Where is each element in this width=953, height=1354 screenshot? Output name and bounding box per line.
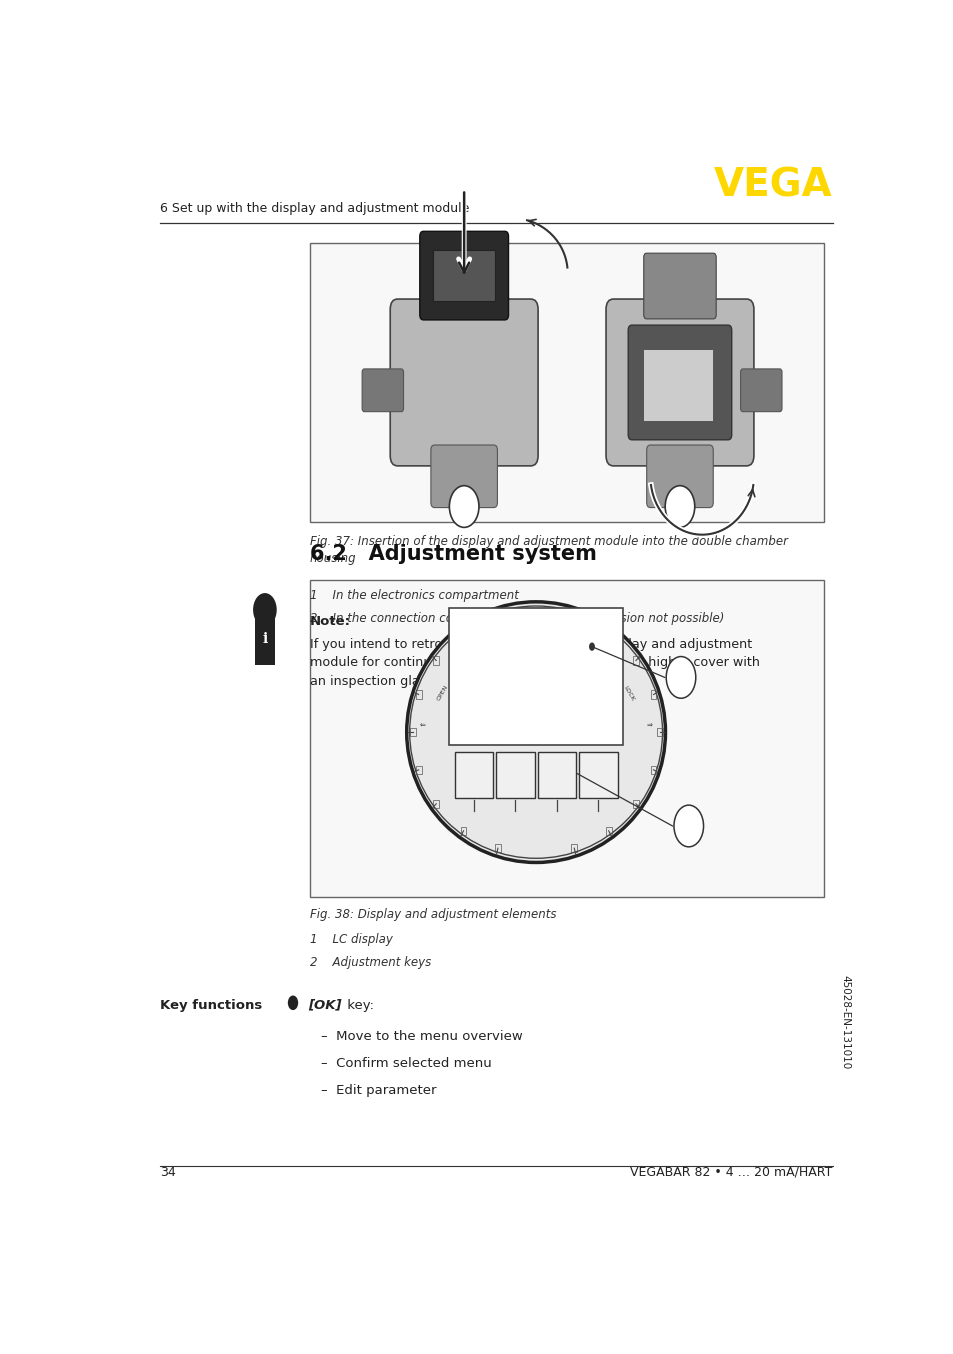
Text: ⇐: ⇐: [419, 723, 425, 728]
Text: 2: 2: [676, 500, 683, 513]
Text: 34: 34: [160, 1166, 175, 1179]
FancyBboxPatch shape: [537, 753, 576, 799]
Text: 2: 2: [684, 819, 692, 833]
Text: –  Move to the menu overview: – Move to the menu overview: [321, 1030, 522, 1043]
Text: VEGA: VEGA: [713, 167, 832, 204]
Text: 2    Adjustment keys: 2 Adjustment keys: [310, 956, 431, 969]
Text: –  Confirm selected menu: – Confirm selected menu: [321, 1057, 492, 1070]
FancyBboxPatch shape: [646, 445, 713, 508]
Circle shape: [673, 806, 702, 846]
FancyBboxPatch shape: [431, 445, 497, 508]
Circle shape: [288, 995, 298, 1010]
Text: Note:: Note:: [310, 615, 351, 628]
Text: 1: 1: [459, 500, 468, 513]
FancyBboxPatch shape: [628, 325, 731, 440]
FancyBboxPatch shape: [254, 613, 275, 665]
Text: TWIST: TWIST: [522, 608, 549, 617]
FancyBboxPatch shape: [642, 349, 712, 421]
Text: 45028-EN-131010: 45028-EN-131010: [840, 975, 849, 1070]
Text: ▷: ▷: [553, 770, 559, 780]
Text: –  Edit parameter: – Edit parameter: [321, 1085, 436, 1097]
Circle shape: [665, 657, 695, 699]
Text: Fig. 37: Insertion of the display and adjustment module into the double chamber
: Fig. 37: Insertion of the display and ad…: [310, 535, 787, 565]
FancyBboxPatch shape: [390, 299, 537, 466]
Text: 1    LC display: 1 LC display: [310, 933, 393, 946]
Text: +: +: [511, 770, 518, 780]
FancyBboxPatch shape: [419, 232, 508, 320]
Text: Fig. 38: Display and adjustment elements: Fig. 38: Display and adjustment elements: [310, 909, 556, 921]
Text: 2    In the connection compartment (with Ex-d-ia version not possible): 2 In the connection compartment (with Ex…: [310, 612, 723, 624]
Text: 1: 1: [677, 672, 684, 684]
Text: OK: OK: [590, 770, 605, 780]
Text: Key functions: Key functions: [160, 999, 262, 1011]
Text: OPEN: OPEN: [436, 684, 449, 701]
FancyBboxPatch shape: [310, 242, 823, 523]
Text: [OK]: [OK]: [308, 999, 341, 1011]
Text: ⇒: ⇒: [646, 723, 652, 728]
Text: 6 Set up with the display and adjustment module: 6 Set up with the display and adjustment…: [160, 202, 469, 215]
Circle shape: [664, 486, 694, 527]
FancyBboxPatch shape: [362, 368, 403, 412]
FancyBboxPatch shape: [448, 608, 622, 745]
FancyBboxPatch shape: [310, 580, 823, 898]
FancyBboxPatch shape: [643, 253, 716, 318]
FancyBboxPatch shape: [578, 753, 617, 799]
FancyBboxPatch shape: [496, 753, 534, 799]
Circle shape: [258, 609, 269, 624]
Text: ESC: ESC: [464, 770, 483, 780]
Circle shape: [253, 593, 276, 627]
FancyBboxPatch shape: [740, 368, 781, 412]
Text: i: i: [262, 632, 267, 646]
Text: VEGABAR 82 • 4 … 20 mA/HART: VEGABAR 82 • 4 … 20 mA/HART: [630, 1166, 832, 1179]
Circle shape: [588, 643, 595, 651]
FancyBboxPatch shape: [605, 299, 753, 466]
Text: key:: key:: [343, 999, 374, 1011]
Ellipse shape: [406, 601, 665, 862]
Text: LOCK: LOCK: [622, 685, 635, 701]
Text: 6.2   Adjustment system: 6.2 Adjustment system: [310, 544, 597, 563]
Circle shape: [449, 486, 478, 527]
FancyBboxPatch shape: [455, 753, 493, 799]
Text: If you intend to retrofit the instrument with a display and adjustment
module fo: If you intend to retrofit the instrument…: [310, 638, 760, 688]
FancyBboxPatch shape: [433, 250, 495, 301]
Text: 1    In the electronics compartment: 1 In the electronics compartment: [310, 589, 518, 603]
